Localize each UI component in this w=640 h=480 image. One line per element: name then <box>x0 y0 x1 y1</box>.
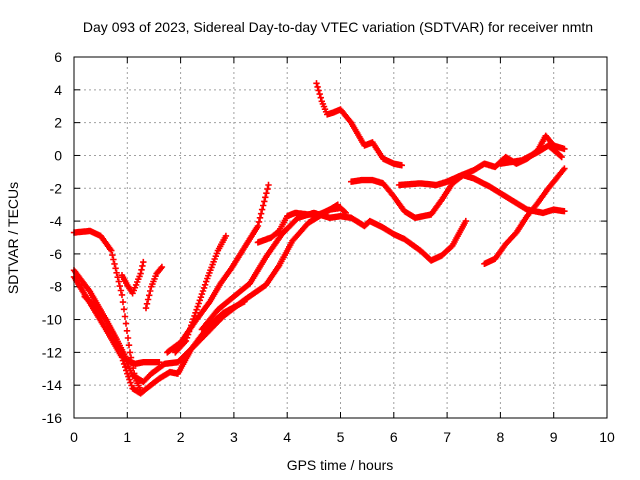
series-5-points <box>142 263 166 312</box>
data-series-1 <box>70 201 341 386</box>
series-14-points <box>497 142 565 167</box>
data-series-11 <box>348 171 568 221</box>
data-series-8 <box>198 209 469 333</box>
x-tick-label: 3 <box>230 429 238 445</box>
series-4-points <box>118 258 147 297</box>
plot-frame <box>73 56 608 419</box>
series-11-points <box>348 171 568 221</box>
x-tick-label: 0 <box>70 429 78 445</box>
series-0-points <box>70 227 144 394</box>
series-1-points <box>70 201 341 386</box>
y-axis-label: SDTVAR / TECUs <box>5 182 21 294</box>
x-tick-label: 9 <box>550 429 558 445</box>
series-2-points <box>70 273 248 397</box>
data-series-0 <box>70 227 144 394</box>
x-tick-label: 5 <box>337 429 345 445</box>
chart-title: Day 093 of 2023, Sidereal Day-to-day VTE… <box>83 19 593 35</box>
series-10-points <box>313 80 405 169</box>
data-series-3 <box>81 293 163 368</box>
x-tick-label: 1 <box>123 429 131 445</box>
series-7-points <box>172 232 230 356</box>
data-series-9 <box>254 204 349 246</box>
y-tick-label: -6 <box>50 246 63 262</box>
y-tick-label: -2 <box>50 180 63 196</box>
y-tick-label: 2 <box>54 115 62 131</box>
y-tick-label: -14 <box>42 377 62 393</box>
grid-lines <box>74 57 607 418</box>
series-3-points <box>81 293 163 368</box>
x-tick-label: 10 <box>599 429 615 445</box>
y-tick-label: -8 <box>50 279 63 295</box>
data-series-13 <box>481 165 568 267</box>
data-points <box>70 80 568 397</box>
data-series-10 <box>313 80 405 169</box>
data-series-14 <box>497 142 565 167</box>
series-13-points <box>481 165 568 267</box>
x-tick-label: 4 <box>283 429 291 445</box>
data-series-5 <box>142 263 166 312</box>
y-tick-label: -12 <box>42 344 62 360</box>
x-tick-label: 7 <box>443 429 451 445</box>
data-series-2 <box>70 273 248 397</box>
series-9-points <box>254 204 349 246</box>
data-series-7 <box>172 232 230 356</box>
y-tick-label: 0 <box>54 147 62 163</box>
y-tick-label: 6 <box>54 49 62 65</box>
x-tick-label: 8 <box>497 429 505 445</box>
y-tick-label: 4 <box>54 82 62 98</box>
y-tick-label: -10 <box>42 312 62 328</box>
series-8-points <box>198 209 469 333</box>
x-tick-label: 2 <box>177 429 185 445</box>
y-tick-label: -4 <box>50 213 63 229</box>
x-axis-label: GPS time / hours <box>287 457 394 473</box>
data-series-4 <box>118 258 147 297</box>
y-tick-label: -16 <box>42 410 62 426</box>
x-tick-label: 6 <box>390 429 398 445</box>
